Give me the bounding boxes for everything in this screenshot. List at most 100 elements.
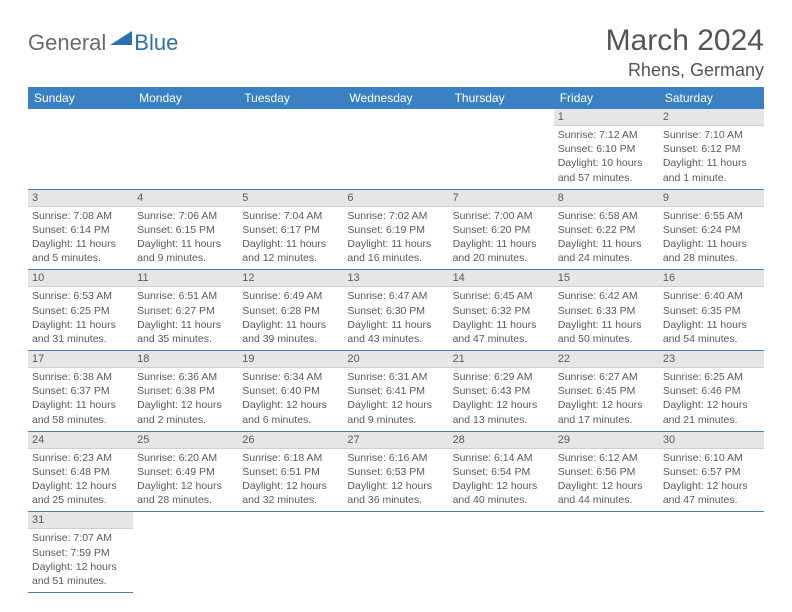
day-details: Sunrise: 6:45 AMSunset: 6:32 PMDaylight:… <box>449 287 554 350</box>
calendar-cell: 20Sunrise: 6:31 AMSunset: 6:41 PMDayligh… <box>343 351 448 432</box>
calendar-cell: 21Sunrise: 6:29 AMSunset: 6:43 PMDayligh… <box>449 351 554 432</box>
day-number: 11 <box>133 270 238 287</box>
sunset-text: Sunset: 6:45 PM <box>558 384 655 398</box>
calendar-cell: 24Sunrise: 6:23 AMSunset: 6:48 PMDayligh… <box>28 431 133 512</box>
sunrise-text: Sunrise: 6:25 AM <box>663 370 760 384</box>
calendar-week-row: 1Sunrise: 7:12 AMSunset: 6:10 PMDaylight… <box>28 109 764 189</box>
sunrise-text: Sunrise: 6:45 AM <box>453 289 550 303</box>
daylight-text: Daylight: 11 hours and 1 minute. <box>663 156 760 184</box>
day-details: Sunrise: 6:16 AMSunset: 6:53 PMDaylight:… <box>343 449 448 512</box>
day-details: Sunrise: 6:12 AMSunset: 6:56 PMDaylight:… <box>554 449 659 512</box>
day-number: 6 <box>343 190 448 207</box>
sunrise-text: Sunrise: 7:07 AM <box>32 531 129 545</box>
day-number: 28 <box>449 432 554 449</box>
calendar-cell: 11Sunrise: 6:51 AMSunset: 6:27 PMDayligh… <box>133 270 238 351</box>
day-details <box>133 529 238 535</box>
title-block: March 2024 Rhens, Germany <box>606 24 764 81</box>
sunset-text: Sunset: 7:59 PM <box>32 546 129 560</box>
calendar-cell: 15Sunrise: 6:42 AMSunset: 6:33 PMDayligh… <box>554 270 659 351</box>
daylight-text: Daylight: 11 hours and 58 minutes. <box>32 398 129 426</box>
day-number: 19 <box>238 351 343 368</box>
sunset-text: Sunset: 6:10 PM <box>558 142 655 156</box>
weekday-header: Sunday <box>28 87 133 109</box>
calendar-cell <box>343 512 448 593</box>
calendar-cell <box>28 109 133 189</box>
daylight-text: Daylight: 12 hours and 44 minutes. <box>558 479 655 507</box>
sunset-text: Sunset: 6:30 PM <box>347 304 444 318</box>
calendar-week-row: 3Sunrise: 7:08 AMSunset: 6:14 PMDaylight… <box>28 189 764 270</box>
daylight-text: Daylight: 11 hours and 9 minutes. <box>137 237 234 265</box>
day-number: 9 <box>659 190 764 207</box>
month-title: March 2024 <box>606 24 764 58</box>
daylight-text: Daylight: 10 hours and 57 minutes. <box>558 156 655 184</box>
day-details <box>343 126 448 132</box>
sunset-text: Sunset: 6:27 PM <box>137 304 234 318</box>
day-number: 15 <box>554 270 659 287</box>
sunset-text: Sunset: 6:28 PM <box>242 304 339 318</box>
calendar-cell <box>238 512 343 593</box>
sunset-text: Sunset: 6:24 PM <box>663 223 760 237</box>
day-details <box>449 529 554 535</box>
day-number: 24 <box>28 432 133 449</box>
day-number: 29 <box>554 432 659 449</box>
calendar-cell: 9Sunrise: 6:55 AMSunset: 6:24 PMDaylight… <box>659 189 764 270</box>
sunset-text: Sunset: 6:38 PM <box>137 384 234 398</box>
sunset-text: Sunset: 6:32 PM <box>453 304 550 318</box>
day-details: Sunrise: 7:04 AMSunset: 6:17 PMDaylight:… <box>238 207 343 270</box>
daylight-text: Daylight: 12 hours and 9 minutes. <box>347 398 444 426</box>
logo-text-general: General <box>28 30 106 56</box>
day-number: 31 <box>28 512 133 529</box>
sunset-text: Sunset: 6:56 PM <box>558 465 655 479</box>
sunset-text: Sunset: 6:48 PM <box>32 465 129 479</box>
sunrise-text: Sunrise: 6:20 AM <box>137 451 234 465</box>
daylight-text: Daylight: 11 hours and 54 minutes. <box>663 318 760 346</box>
sunset-text: Sunset: 6:12 PM <box>663 142 760 156</box>
calendar-cell: 18Sunrise: 6:36 AMSunset: 6:38 PMDayligh… <box>133 351 238 432</box>
calendar-cell: 13Sunrise: 6:47 AMSunset: 6:30 PMDayligh… <box>343 270 448 351</box>
day-number: 17 <box>28 351 133 368</box>
calendar-cell <box>449 512 554 593</box>
daylight-text: Daylight: 12 hours and 28 minutes. <box>137 479 234 507</box>
sunrise-text: Sunrise: 6:58 AM <box>558 209 655 223</box>
weekday-header: Tuesday <box>238 87 343 109</box>
sunset-text: Sunset: 6:49 PM <box>137 465 234 479</box>
day-details: Sunrise: 6:14 AMSunset: 6:54 PMDaylight:… <box>449 449 554 512</box>
daylight-text: Daylight: 11 hours and 47 minutes. <box>453 318 550 346</box>
day-number: 2 <box>659 109 764 126</box>
day-details: Sunrise: 6:49 AMSunset: 6:28 PMDaylight:… <box>238 287 343 350</box>
logo-triangle-icon <box>110 31 132 45</box>
sunset-text: Sunset: 6:20 PM <box>453 223 550 237</box>
day-details: Sunrise: 7:10 AMSunset: 6:12 PMDaylight:… <box>659 126 764 189</box>
calendar-cell <box>133 512 238 593</box>
day-details: Sunrise: 6:23 AMSunset: 6:48 PMDaylight:… <box>28 449 133 512</box>
day-details: Sunrise: 7:02 AMSunset: 6:19 PMDaylight:… <box>343 207 448 270</box>
sunrise-text: Sunrise: 7:00 AM <box>453 209 550 223</box>
daylight-text: Daylight: 12 hours and 51 minutes. <box>32 560 129 588</box>
sunrise-text: Sunrise: 6:27 AM <box>558 370 655 384</box>
logo: General Blue <box>28 30 178 56</box>
daylight-text: Daylight: 11 hours and 39 minutes. <box>242 318 339 346</box>
sunset-text: Sunset: 6:37 PM <box>32 384 129 398</box>
sunrise-text: Sunrise: 7:02 AM <box>347 209 444 223</box>
calendar-cell: 27Sunrise: 6:16 AMSunset: 6:53 PMDayligh… <box>343 431 448 512</box>
daylight-text: Daylight: 11 hours and 50 minutes. <box>558 318 655 346</box>
calendar-cell: 7Sunrise: 7:00 AMSunset: 6:20 PMDaylight… <box>449 189 554 270</box>
calendar-cell: 4Sunrise: 7:06 AMSunset: 6:15 PMDaylight… <box>133 189 238 270</box>
sunset-text: Sunset: 6:53 PM <box>347 465 444 479</box>
calendar-cell <box>554 512 659 593</box>
sunset-text: Sunset: 6:41 PM <box>347 384 444 398</box>
daylight-text: Daylight: 11 hours and 31 minutes. <box>32 318 129 346</box>
daylight-text: Daylight: 12 hours and 17 minutes. <box>558 398 655 426</box>
weekday-header-row: Sunday Monday Tuesday Wednesday Thursday… <box>28 87 764 109</box>
day-details: Sunrise: 7:00 AMSunset: 6:20 PMDaylight:… <box>449 207 554 270</box>
calendar-cell: 1Sunrise: 7:12 AMSunset: 6:10 PMDaylight… <box>554 109 659 189</box>
day-number: 12 <box>238 270 343 287</box>
day-number: 16 <box>659 270 764 287</box>
sunset-text: Sunset: 6:33 PM <box>558 304 655 318</box>
calendar-cell: 8Sunrise: 6:58 AMSunset: 6:22 PMDaylight… <box>554 189 659 270</box>
sunrise-text: Sunrise: 6:23 AM <box>32 451 129 465</box>
header: General Blue March 2024 Rhens, Germany <box>28 24 764 81</box>
sunrise-text: Sunrise: 7:04 AM <box>242 209 339 223</box>
day-number: 7 <box>449 190 554 207</box>
sunset-text: Sunset: 6:22 PM <box>558 223 655 237</box>
